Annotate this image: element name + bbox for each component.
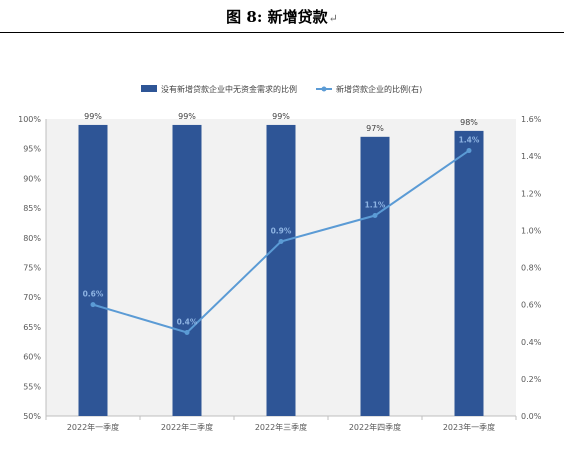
x-axis-tick-label: 2022年一季度 — [67, 422, 119, 432]
left-axis-tick-label: 75% — [23, 264, 41, 273]
bar-value-label: 99% — [178, 112, 196, 121]
left-axis-tick-label: 85% — [23, 204, 41, 213]
left-axis-tick-label: 60% — [23, 353, 41, 362]
line-point-3 — [278, 239, 284, 245]
bar-value-label: 97% — [366, 124, 384, 133]
return-mark: ↵ — [328, 12, 338, 25]
left-axis-tick-label: 100% — [18, 115, 41, 124]
line-point-2 — [184, 329, 190, 335]
x-axis-tick-label: 2023年一季度 — [443, 422, 495, 432]
line-point-5 — [466, 148, 472, 154]
right-axis-tick-label: 0.0% — [521, 412, 542, 421]
left-axis-tick-label: 65% — [23, 323, 41, 332]
left-axis-tick-label: 95% — [23, 145, 41, 154]
left-axis-tick-label: 90% — [23, 174, 41, 183]
bar-value-label: 98% — [460, 118, 478, 127]
right-axis-tick-label: 1.0% — [521, 226, 542, 235]
line-point-4 — [372, 213, 378, 219]
left-axis-tick-label: 80% — [23, 234, 41, 243]
bar-4 — [360, 136, 390, 416]
right-axis-tick-label: 1.2% — [521, 189, 542, 198]
title-divider — [0, 32, 564, 33]
legend-bar-label: 没有新增贷款企业中无资金需求的比例 — [161, 84, 297, 94]
right-axis-tick-label: 1.6% — [521, 115, 542, 124]
x-axis-tick-label: 2022年二季度 — [161, 422, 213, 432]
line-value-label: 1.1% — [365, 201, 386, 210]
bar-value-label: 99% — [84, 112, 102, 121]
figure-title: 图 8: 新增贷款↵ — [0, 6, 564, 27]
figure-title-text: 图 8: 新增贷款 — [226, 8, 328, 26]
x-axis-tick-label: 2022年四季度 — [349, 422, 401, 432]
left-axis-tick-label: 70% — [23, 293, 41, 302]
right-axis-tick-label: 1.4% — [521, 152, 542, 161]
line-value-label: 0.4% — [177, 317, 198, 326]
left-axis-tick-label: 55% — [23, 382, 41, 391]
right-axis-tick-label: 0.2% — [521, 375, 542, 384]
left-axis-tick-label: 50% — [23, 412, 41, 421]
bar-2 — [172, 124, 202, 416]
bar-3 — [266, 124, 296, 416]
line-value-label: 1.4% — [459, 136, 480, 145]
legend-bar-swatch — [141, 85, 157, 92]
legend-line-marker — [321, 86, 327, 92]
right-axis-tick-label: 0.6% — [521, 301, 542, 310]
x-axis-tick-label: 2022年三季度 — [255, 422, 307, 432]
bar-5 — [454, 130, 484, 416]
bar-1 — [78, 124, 108, 416]
bar-value-label: 99% — [272, 112, 290, 121]
line-point-1 — [90, 302, 96, 308]
line-value-label: 0.9% — [271, 227, 292, 236]
right-axis-tick-label: 0.8% — [521, 264, 542, 273]
legend-line-label: 新增贷款企业的比例(右) — [336, 84, 422, 94]
line-value-label: 0.6% — [83, 290, 104, 299]
right-axis-tick-label: 0.4% — [521, 338, 542, 347]
